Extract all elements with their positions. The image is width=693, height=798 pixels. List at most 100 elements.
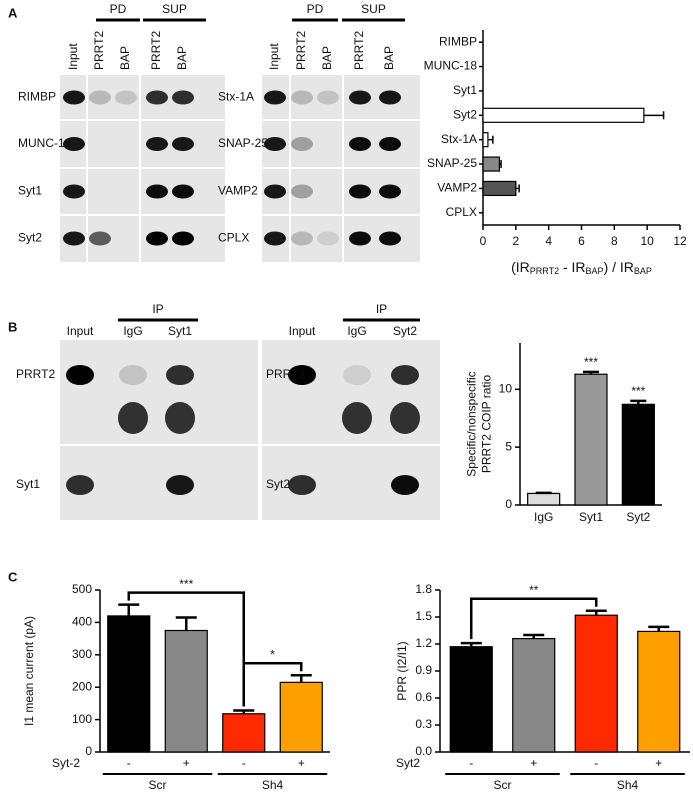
comparison-bracket <box>470 597 598 640</box>
blot-band <box>291 231 313 246</box>
x-tick-label: 10 <box>640 234 654 248</box>
group-label: SUP <box>162 2 187 16</box>
bar <box>482 180 517 197</box>
panel-label: B <box>8 319 17 334</box>
blot-band <box>118 402 148 434</box>
y-axis-label: PPR (I2/I1) <box>395 641 409 700</box>
x-axis-label-part: (IR <box>511 259 530 275</box>
y-tick-label: Syt2 <box>453 107 477 121</box>
blot-band <box>146 231 168 246</box>
group-label: SUP <box>361 2 386 16</box>
significance-label: *** <box>584 355 598 369</box>
blot-row-label: Stx-1A <box>218 90 254 104</box>
blot-column-label: Input <box>66 43 80 70</box>
blot-column-label: PRRT2 <box>92 31 106 70</box>
blot-column-label: PRRT2 <box>149 31 163 70</box>
blot-band <box>146 184 168 199</box>
bar <box>449 646 493 753</box>
blot-band <box>343 365 371 385</box>
blot-band <box>291 184 313 199</box>
blot-column-label: Syt1 <box>168 324 192 338</box>
x-tick-label: + <box>530 756 537 770</box>
x-tick-label: + <box>298 756 305 770</box>
bar <box>512 637 556 753</box>
group-label: IP <box>152 302 163 316</box>
blot-band <box>119 365 147 385</box>
bar <box>279 681 323 753</box>
x-tick-label: 8 <box>611 234 618 248</box>
y-tick-label: 1.2 <box>415 636 432 650</box>
blot-band <box>89 231 111 246</box>
blot-band <box>63 231 85 246</box>
significance-label: *** <box>631 384 645 398</box>
x-axis-label-part: ) / IR <box>604 259 634 275</box>
blot-band <box>379 137 401 151</box>
bar <box>574 373 608 506</box>
x-tick-label: 2 <box>512 234 519 248</box>
blot-band <box>165 402 195 434</box>
blot-band <box>172 137 194 151</box>
y-tick-label: 0 <box>85 744 92 758</box>
blot-band <box>288 475 316 495</box>
y-axis-label: PRRT2 COIP ratio <box>480 375 494 474</box>
x-axis-label-part: PRRT2 <box>530 266 559 276</box>
x-tick-label: Syt1 <box>579 510 603 524</box>
y-tick-label: 300 <box>72 647 92 661</box>
group-label: Scr <box>494 778 512 792</box>
bar <box>222 713 266 753</box>
blot-column-label: Input <box>267 43 281 70</box>
y-tick-label: 0.3 <box>415 717 432 731</box>
y-tick-label: 200 <box>72 679 92 693</box>
blot-band <box>166 475 194 495</box>
blot-band <box>390 402 420 434</box>
group-label: PD <box>110 2 127 16</box>
blot-band <box>146 90 168 105</box>
x-tick-label: - <box>127 756 131 770</box>
row-label: Syt-2 <box>52 756 80 770</box>
x-axis-label-part: BAP <box>586 266 604 276</box>
comparison-bracket <box>242 661 303 707</box>
bar <box>637 630 681 753</box>
blot-row-label: CPLX <box>218 231 249 245</box>
blot-band <box>115 90 137 105</box>
blot-row-label: Syt1 <box>16 477 40 491</box>
blot-band <box>264 231 286 246</box>
blot-band <box>66 365 94 385</box>
y-tick-label: 0.9 <box>415 663 432 677</box>
comparison-bracket <box>127 591 245 707</box>
blot-row-label: MUNC-18 <box>18 136 72 150</box>
blot-row-label: PRRT2 <box>16 367 55 381</box>
blot-band <box>317 90 339 105</box>
blot-column-label: PRRT2 <box>294 31 308 70</box>
blot-band <box>391 365 419 385</box>
x-axis-label-part: - IR <box>559 259 585 275</box>
blot-row-label: Syt2 <box>266 477 290 491</box>
group-label: PD <box>307 2 324 16</box>
blot-band <box>349 184 371 199</box>
x-tick-label: IgG <box>534 510 553 524</box>
blot-band <box>172 231 194 246</box>
x-tick-label: Syt2 <box>626 510 650 524</box>
blot-column-label: IgG <box>123 324 142 338</box>
blot-row-label: Syt1 <box>18 184 42 198</box>
bar <box>574 614 618 753</box>
blot-band <box>349 90 371 105</box>
x-tick-label: + <box>655 756 662 770</box>
x-tick-label: - <box>594 756 598 770</box>
comparison-label: ** <box>529 583 539 597</box>
group-label: Scr <box>149 778 167 792</box>
x-tick-label: - <box>242 756 246 770</box>
y-tick-label: 0.6 <box>415 690 432 704</box>
blot-band <box>172 90 194 105</box>
blot-band <box>379 231 401 246</box>
blot-band <box>146 137 168 151</box>
group-label: Sh4 <box>617 778 639 792</box>
blot-band <box>264 90 286 105</box>
comparison-label: * <box>270 647 275 661</box>
comparison-label: *** <box>179 577 193 591</box>
bar <box>482 156 501 172</box>
group-label: IP <box>376 302 387 316</box>
x-tick-label: - <box>469 756 473 770</box>
blot-band <box>342 402 372 434</box>
y-tick-label: 100 <box>72 712 92 726</box>
